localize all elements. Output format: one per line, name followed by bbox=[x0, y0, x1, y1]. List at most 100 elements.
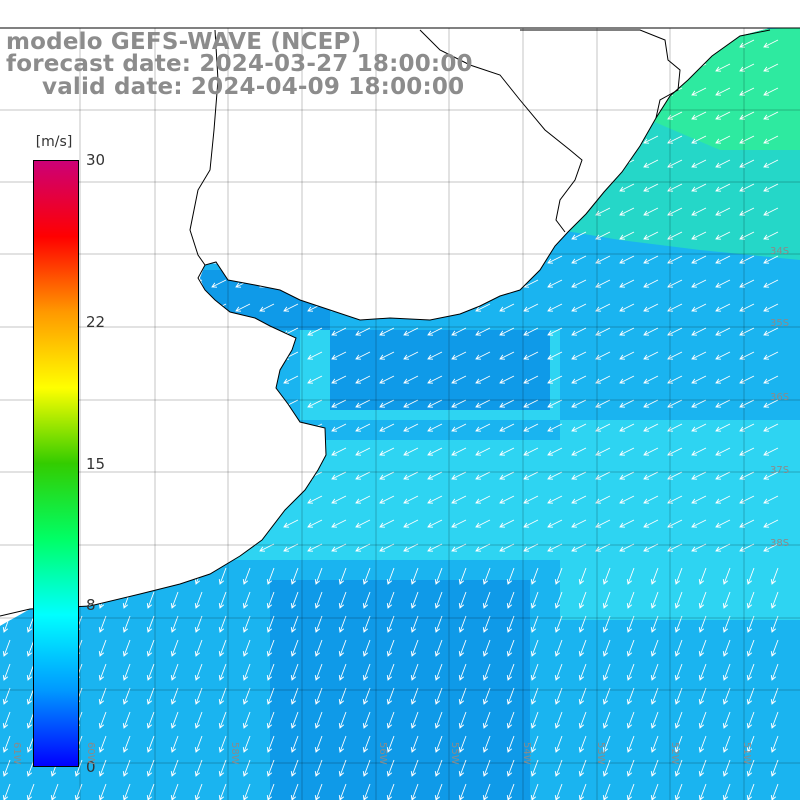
wind-arrow bbox=[0, 87, 11, 96]
wind-arrow bbox=[259, 135, 275, 144]
wind-arrow bbox=[115, 255, 131, 264]
wind-arrow bbox=[739, 327, 755, 336]
wind-arrow bbox=[355, 303, 371, 312]
wind-arrow bbox=[770, 591, 779, 609]
wind-arrow bbox=[763, 159, 779, 168]
wind-arrow bbox=[115, 423, 131, 432]
wind-arrow bbox=[715, 519, 731, 528]
wind-arrow bbox=[475, 399, 491, 408]
wind-arrow bbox=[698, 639, 707, 657]
wind-arrow bbox=[242, 615, 251, 633]
wind-arrow bbox=[170, 663, 179, 681]
wind-arrow bbox=[362, 687, 371, 705]
wind-arrow bbox=[643, 87, 659, 96]
wind-arrow bbox=[427, 495, 443, 504]
wind-arrow bbox=[266, 567, 275, 585]
wind-arrow bbox=[211, 183, 227, 192]
wind-arrow bbox=[338, 759, 347, 777]
wind-arrow bbox=[626, 711, 635, 729]
wind-arrow bbox=[331, 231, 347, 240]
wind-arrow bbox=[602, 663, 611, 681]
wind-arrow bbox=[523, 207, 539, 216]
wind-arrow bbox=[595, 495, 611, 504]
wind-arrow bbox=[211, 375, 227, 384]
wind-arrow bbox=[338, 783, 347, 800]
wind-arrow bbox=[307, 543, 323, 552]
wind-arrow bbox=[2, 687, 11, 705]
wind-arrow bbox=[235, 351, 251, 360]
wind-arrow bbox=[626, 759, 635, 777]
wind-arrow bbox=[242, 783, 251, 800]
wind-arrow bbox=[259, 399, 275, 408]
wind-arrow bbox=[403, 447, 419, 456]
wind-arrow bbox=[763, 423, 779, 432]
wind-arrow bbox=[770, 759, 779, 777]
wind-arrow bbox=[91, 207, 107, 216]
wind-arrow bbox=[218, 663, 227, 681]
ocean-patch-green bbox=[650, 28, 800, 150]
wind-arrow bbox=[619, 519, 635, 528]
wind-arrow bbox=[554, 591, 563, 609]
wind-arrow bbox=[499, 471, 515, 480]
wind-arrow bbox=[194, 783, 203, 800]
wind-arrow bbox=[619, 327, 635, 336]
wind-arrow bbox=[19, 351, 35, 360]
wind-arrow bbox=[434, 759, 443, 777]
wind-arrow bbox=[475, 279, 491, 288]
wind-arrow bbox=[331, 543, 347, 552]
wind-arrow bbox=[434, 711, 443, 729]
wind-arrow bbox=[338, 591, 347, 609]
wind-arrow bbox=[194, 663, 203, 681]
wind-arrow bbox=[314, 735, 323, 753]
wind-arrow bbox=[770, 687, 779, 705]
wind-arrow bbox=[115, 111, 131, 120]
wind-arrow bbox=[115, 279, 131, 288]
wind-arrow bbox=[115, 519, 131, 528]
wind-arrow bbox=[427, 207, 443, 216]
wind-arrow bbox=[451, 255, 467, 264]
wind-arrow bbox=[307, 327, 323, 336]
wind-arrow bbox=[19, 399, 35, 408]
wind-arrow bbox=[338, 567, 347, 585]
wind-arrow bbox=[283, 135, 299, 144]
wind-arrow bbox=[163, 279, 179, 288]
wind-arrow bbox=[715, 327, 731, 336]
wind-arrow bbox=[746, 783, 755, 800]
wind-arrow bbox=[451, 327, 467, 336]
wind-arrow bbox=[763, 543, 779, 552]
wind-arrow bbox=[290, 687, 299, 705]
wind-arrow bbox=[314, 663, 323, 681]
wind-arrow bbox=[739, 351, 755, 360]
wind-arrow bbox=[571, 399, 587, 408]
wind-arrow bbox=[283, 231, 299, 240]
wind-arrow bbox=[698, 591, 707, 609]
wind-arrow bbox=[259, 471, 275, 480]
wind-arrow bbox=[571, 63, 587, 72]
wind-arrow bbox=[307, 351, 323, 360]
wind-arrow bbox=[403, 183, 419, 192]
wind-arrow bbox=[595, 87, 611, 96]
wind-arrow bbox=[458, 687, 467, 705]
wind-arrow bbox=[554, 615, 563, 633]
wind-arrow bbox=[379, 279, 395, 288]
wind-arrow bbox=[235, 207, 251, 216]
longitude-label: 60W bbox=[85, 742, 96, 765]
wind-arrow bbox=[386, 711, 395, 729]
wind-arrow bbox=[626, 687, 635, 705]
wind-arrow bbox=[619, 39, 635, 48]
wind-arrow bbox=[187, 495, 203, 504]
wind-arrow bbox=[0, 303, 11, 312]
wind-arrow bbox=[523, 255, 539, 264]
wind-arrow bbox=[403, 39, 419, 48]
wind-arrow bbox=[691, 519, 707, 528]
wind-arrow bbox=[763, 471, 779, 480]
wind-arrow bbox=[451, 399, 467, 408]
wind-arrow bbox=[746, 735, 755, 753]
wind-arrow bbox=[770, 783, 779, 800]
wind-arrow bbox=[674, 735, 683, 753]
wind-arrow bbox=[266, 783, 275, 800]
wind-arrow bbox=[403, 351, 419, 360]
wind-arrow bbox=[19, 303, 35, 312]
wind-arrow bbox=[482, 687, 491, 705]
wind-arrow bbox=[91, 279, 107, 288]
